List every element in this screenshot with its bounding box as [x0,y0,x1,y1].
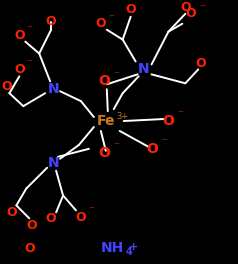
Text: O: O [46,15,56,28]
Text: O: O [14,63,25,76]
Text: ⁻: ⁻ [199,3,205,13]
Text: O: O [163,114,174,128]
Text: O: O [26,219,37,232]
Text: ⁻: ⁻ [88,205,94,215]
Text: O: O [6,206,17,219]
Text: O: O [147,142,159,156]
Text: Fe: Fe [97,114,115,128]
Text: O: O [98,74,110,88]
Text: N: N [47,82,59,96]
Text: O: O [24,242,35,254]
Text: O: O [98,146,110,160]
Text: O: O [76,211,86,224]
Text: O: O [1,80,12,93]
Text: O: O [14,29,25,42]
Text: O: O [125,3,136,16]
Text: O: O [195,57,206,70]
Text: ⁻: ⁻ [177,109,183,119]
Text: O: O [185,7,196,20]
Text: ⁻: ⁻ [108,13,114,23]
Text: ⁻: ⁻ [162,137,167,147]
Text: NH: NH [101,241,124,255]
Text: O: O [95,17,106,30]
Text: 3+: 3+ [117,112,129,121]
Text: 4: 4 [125,247,132,257]
Text: ⁻: ⁻ [113,141,119,151]
Text: ⁻: ⁻ [113,70,119,80]
Text: ⁻: ⁻ [26,25,32,35]
Text: +: + [129,242,138,252]
Text: O: O [46,212,56,225]
Text: ⁻: ⁻ [26,58,32,68]
Text: N: N [47,156,59,170]
Text: N: N [138,62,149,76]
Text: O: O [180,1,191,14]
